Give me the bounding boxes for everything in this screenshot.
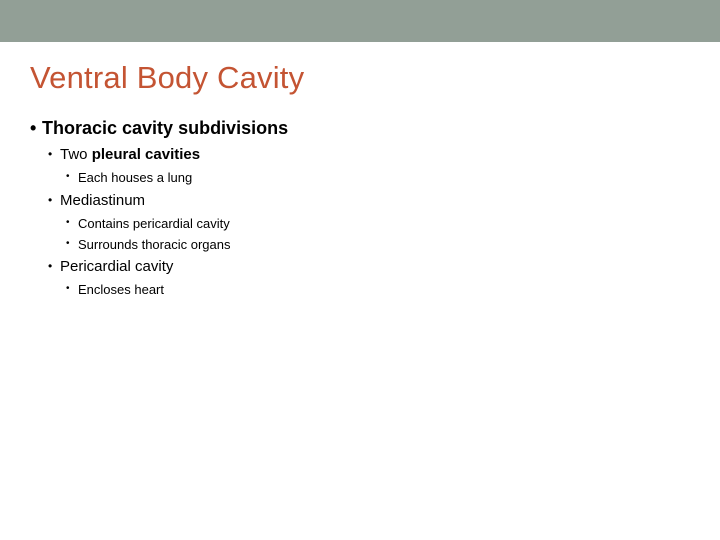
lvl2-item: Mediastinum Contains pericardial cavity … — [60, 191, 690, 253]
lvl2-item: Two pleural cavities Each houses a lung — [60, 145, 690, 187]
lvl2-text-bold: pleural cavities — [92, 146, 200, 163]
bullet-list-lvl3: Contains pericardial cavity Surrounds th… — [60, 215, 690, 253]
bullet-list-lvl3: Each houses a lung — [60, 169, 690, 187]
top-accent-bar — [0, 0, 720, 42]
lvl2-item: Pericardial cavity Encloses heart — [60, 257, 690, 299]
lvl2-text: Pericardial cavity — [60, 258, 173, 275]
bullet-list-lvl1: Thoracic cavity subdivisions Two pleural… — [30, 118, 690, 299]
lvl1-text: Thoracic cavity subdivisions — [42, 118, 288, 138]
bullet-list-lvl3: Encloses heart — [60, 281, 690, 299]
slide-content: Ventral Body Cavity Thoracic cavity subd… — [0, 42, 720, 299]
lvl2-text-prefix: Two — [60, 146, 92, 163]
lvl3-text: Encloses heart — [78, 282, 164, 297]
lvl2-text: Mediastinum — [60, 192, 145, 209]
bullet-list-lvl2: Two pleural cavities Each houses a lung … — [42, 145, 690, 299]
lvl3-item: Contains pericardial cavity — [78, 215, 690, 233]
lvl1-item: Thoracic cavity subdivisions Two pleural… — [42, 118, 690, 299]
lvl3-text: Each houses a lung — [78, 170, 192, 185]
slide-title: Ventral Body Cavity — [30, 60, 690, 96]
lvl3-text: Contains pericardial cavity — [78, 216, 230, 231]
lvl3-item: Surrounds thoracic organs — [78, 236, 690, 254]
lvl3-text: Surrounds thoracic organs — [78, 237, 230, 252]
lvl3-item: Each houses a lung — [78, 169, 690, 187]
lvl3-item: Encloses heart — [78, 281, 690, 299]
